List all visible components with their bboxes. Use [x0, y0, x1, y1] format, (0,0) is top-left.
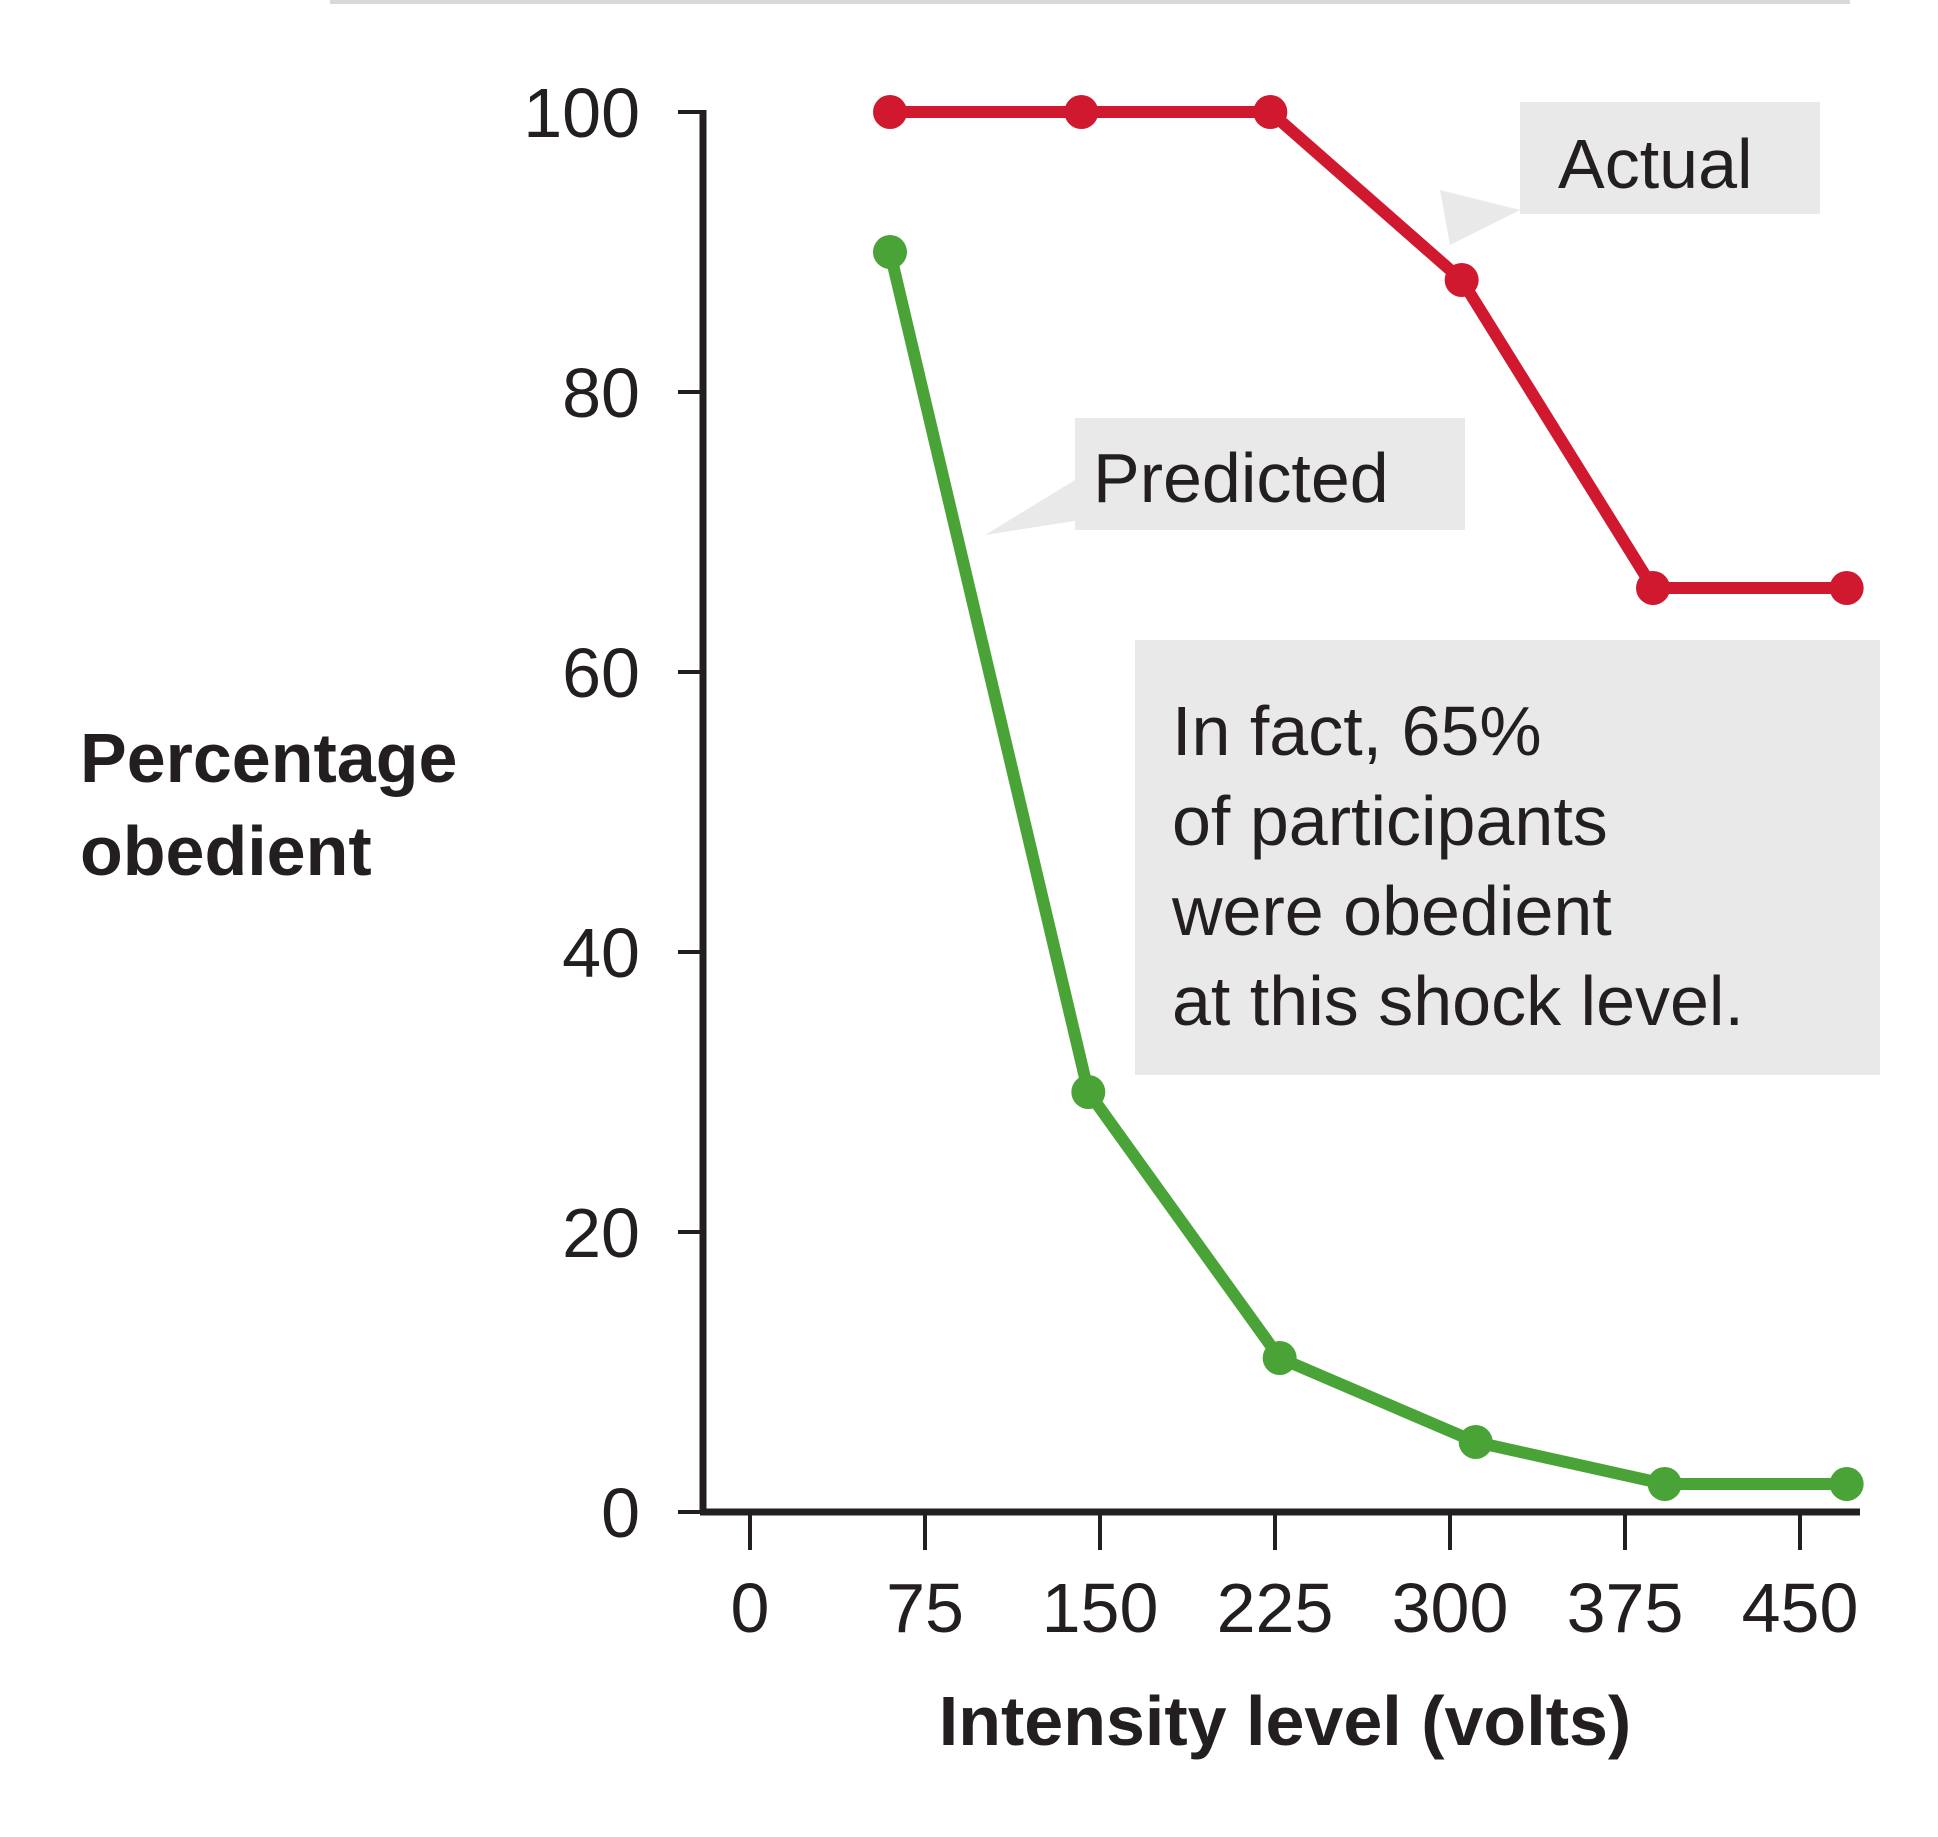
y-axis-title-line-1: Percentage	[80, 719, 457, 797]
callout-predicted-pointer	[985, 480, 1080, 535]
annotation-line-4: at this shock level.	[1172, 962, 1744, 1040]
x-tick-label: 450	[1742, 1569, 1859, 1647]
actual-data-point	[1444, 263, 1479, 297]
actual-data-point	[1064, 95, 1099, 129]
annotation-box: In fact, 65% of participants were obedie…	[1135, 640, 1880, 1075]
callout-predicted: Predicted	[985, 418, 1465, 535]
actual-data-point	[1636, 571, 1670, 605]
y-tick-label: 80	[562, 354, 640, 432]
axes	[699, 110, 1860, 1516]
predicted-data-point	[1829, 1467, 1864, 1501]
x-tick-label: 375	[1567, 1569, 1684, 1647]
y-tick-label: 60	[562, 634, 640, 712]
callout-actual: Actual	[1440, 102, 1820, 245]
annotation-line-2: of participants	[1172, 782, 1608, 860]
x-tick-label: 0	[731, 1569, 770, 1647]
predicted-data-point	[1647, 1467, 1682, 1501]
annotation-line-3: were obedient	[1171, 872, 1612, 950]
predicted-data-point	[1071, 1075, 1106, 1109]
y-tick-label: 40	[562, 914, 640, 992]
callout-actual-pointer	[1440, 190, 1520, 245]
annotation-line-1: In fact, 65%	[1172, 692, 1542, 770]
x-tick-label: 150	[1042, 1569, 1159, 1647]
actual-data-point	[1253, 95, 1288, 129]
actual-series-line	[884, 106, 1853, 594]
x-tick-label: 75	[886, 1569, 964, 1647]
actual-data-point	[873, 95, 907, 129]
y-axis-title-line-2: obedient	[80, 812, 372, 890]
predicted-series-line	[884, 246, 1853, 1490]
predicted-data-point	[1262, 1341, 1297, 1375]
y-tick-label: 100	[523, 74, 640, 152]
x-tick-label: 225	[1217, 1569, 1334, 1647]
predicted-data-point	[1458, 1425, 1493, 1459]
top-rule	[330, 0, 1850, 4]
y-tick-label: 0	[601, 1474, 640, 1552]
ticks: 0 20 40 60 80 100 0 75 150 225 300 375 450	[523, 74, 1858, 1647]
callout-predicted-label: Predicted	[1093, 439, 1389, 517]
actual-data-point	[1829, 571, 1864, 605]
y-tick-label: 20	[562, 1194, 640, 1272]
callout-actual-label: Actual	[1558, 125, 1753, 203]
series-layer	[873, 95, 1864, 1501]
predicted-data-point	[873, 235, 907, 269]
x-axis-title: Intensity level (volts)	[939, 1682, 1631, 1760]
annotation-background	[1135, 640, 1880, 1075]
callout-actual-box	[1520, 102, 1820, 214]
x-tick-label: 300	[1392, 1569, 1509, 1647]
callout-predicted-box	[1075, 418, 1465, 530]
